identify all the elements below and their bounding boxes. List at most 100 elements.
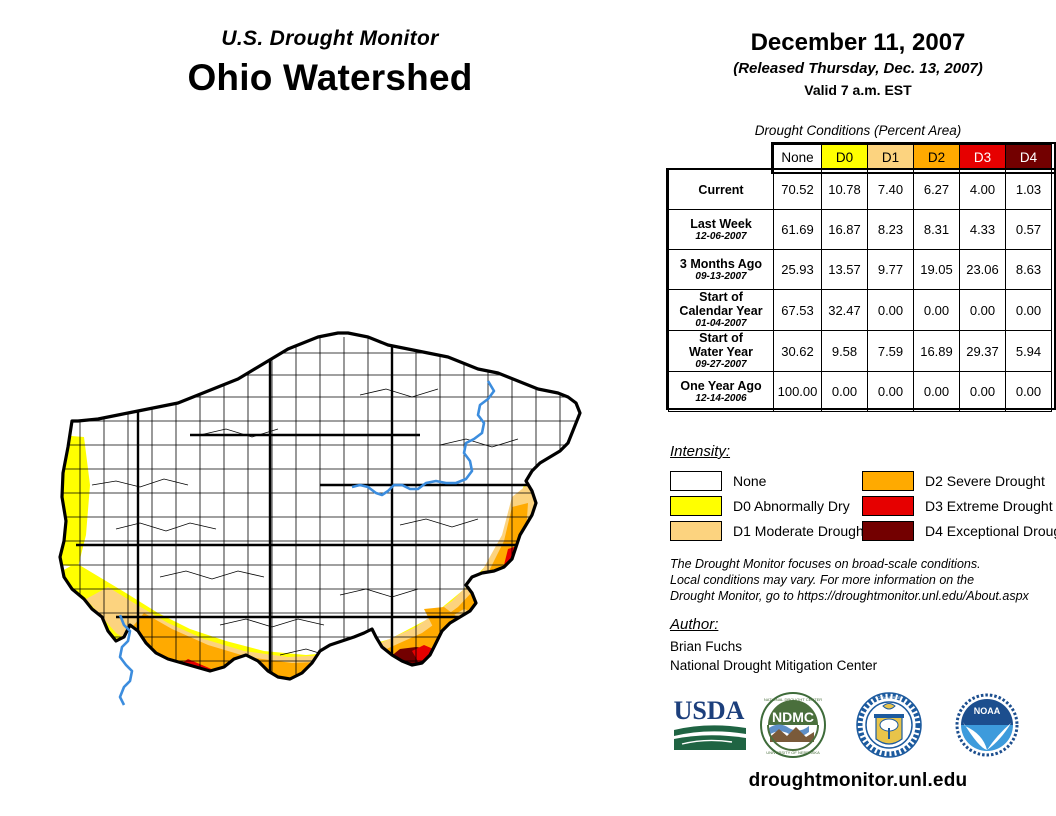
table-cell-d0: 9.58	[821, 330, 868, 372]
legend-swatch-none	[670, 470, 722, 491]
table-cell-d2: 6.27	[913, 169, 960, 210]
legend-swatch-d2	[862, 470, 914, 491]
table-cell-d0: 10.78	[821, 169, 868, 210]
disclaimer-text: The Drought Monitor focuses on broad-sca…	[670, 556, 1056, 604]
column-header-d0: D0	[821, 144, 868, 170]
river-wabash	[118, 614, 134, 706]
table-cell-d2: 0.00	[913, 289, 960, 331]
author-block: Brian Fuchs National Drought Mitigation …	[670, 637, 877, 675]
legend-column-left: None D0 Abnormally Dry D1 Moderate Drought	[670, 468, 868, 543]
table-cell-d4: 8.63	[1005, 249, 1052, 290]
legend-swatch-d0	[670, 495, 722, 516]
table-row: Start of Water Year 09-27-2007 30.62 9.58 7.5…	[668, 330, 1052, 372]
legend-swatch-d1	[670, 520, 722, 541]
column-header-d2: D2	[913, 144, 960, 170]
table-row: One Year Ago 12-14-2006 100.00 0.00 0.00 0.00…	[668, 371, 1052, 412]
table-row: 3 Months Ago 09-13-2007 25.93 13.57 9.77 19.0…	[668, 249, 1052, 290]
table-row-date: 12-06-2007	[695, 230, 747, 242]
table-cell-d4: 5.94	[1005, 330, 1052, 372]
legend-item-none: None	[670, 468, 860, 493]
table-cell-d2: 19.05	[913, 249, 960, 290]
author-organization: National Drought Mitigation Center	[670, 658, 878, 673]
d2-region	[124, 503, 528, 679]
table-cell-d4: 0.57	[1005, 209, 1052, 250]
legend-heading: Intensity:	[670, 443, 731, 460]
legend-item-d4: D4 Exceptional Drought	[862, 518, 1056, 543]
table-row: Last Week 12-06-2007 61.69 16.87 8.23 8.31 4.3…	[668, 209, 1052, 250]
table-row-label: One Year Ago 12-14-2006	[668, 371, 774, 412]
basin-outline-stroke	[58, 331, 582, 681]
svg-text:USDA: USDA	[674, 696, 745, 725]
table-row-label: Last Week 12-06-2007	[668, 209, 774, 250]
column-header-d4: D4	[1005, 144, 1052, 170]
column-header-d1: D1	[867, 144, 914, 170]
table-cell-d3: 4.33	[959, 209, 1006, 250]
legend-column-right: D2 Severe Drought D3 Extreme Drought D4 Ex…	[862, 468, 1056, 543]
river-lines	[118, 380, 496, 706]
table-caption: Drought Conditions (Percent Area)	[754, 123, 962, 138]
table-cell-d0: 16.87	[821, 209, 868, 250]
legend-label-d0: D0 Abnormally Dry	[733, 497, 850, 514]
us-commerce-logo: COMMERCE	[856, 692, 922, 758]
ohio-watershed-map-svg	[20, 185, 640, 725]
table-body: Current 70.52 10.78 7.40 6.27 4.00 1.03 Last We…	[668, 169, 1052, 412]
table-cell-none: 30.62	[773, 330, 822, 372]
table-cell-d0: 32.47	[821, 289, 868, 331]
disclaimer-line: Drought Monitor, go to https://droughtmo…	[670, 589, 1029, 603]
table-cell-d1: 8.23	[867, 209, 914, 250]
table-cell-d2: 8.31	[913, 209, 960, 250]
table-cell-d1: 9.77	[867, 249, 914, 290]
map-basin-group	[58, 331, 582, 706]
table-cell-d1: 0.00	[867, 371, 914, 412]
valid-time: Valid 7 a.m. EST	[804, 82, 912, 98]
valid-date: December 11, 2007	[750, 29, 966, 56]
disclaimer-line: Local conditions may vary. For more info…	[670, 573, 975, 587]
table-cell-d3: 0.00	[959, 371, 1006, 412]
website-url: droughtmonitor.unl.edu	[748, 770, 968, 791]
table-cell-d0: 0.00	[821, 371, 868, 412]
logo-row: USDA NDMC NATIONAL DROUGHT CENTER UNIVER…	[664, 692, 1056, 760]
table-cell-d3: 4.00	[959, 169, 1006, 210]
table-corner-cell	[669, 145, 774, 170]
legend-item-d2: D2 Severe Drought	[862, 468, 1052, 493]
page-title: Ohio Watershed	[187, 57, 473, 98]
table-row-date: 01-04-2007	[695, 318, 747, 329]
disclaimer-line: The Drought Monitor focuses on broad-sca…	[670, 557, 981, 571]
table-cell-d4: 0.00	[1005, 371, 1052, 412]
svg-text:NOAA: NOAA	[974, 706, 1001, 716]
svg-text:COMMERCE: COMMERCE	[877, 695, 901, 700]
table-cell-d1: 0.00	[867, 289, 914, 331]
table-row: Start of Calendar Year 01-04-2007 67.53 32.4…	[668, 289, 1052, 331]
legend-label-d3: D3 Extreme Drought	[925, 497, 1053, 514]
drought-map	[20, 185, 640, 725]
table-cell-d3: 29.37	[959, 330, 1006, 372]
table-row-label: Current	[668, 169, 774, 210]
table-row: Current 70.52 10.78 7.40 6.27 4.00 1.03	[668, 169, 1052, 210]
river-allegheny	[351, 380, 496, 497]
table-cell-d0: 13.57	[821, 249, 868, 290]
release-date: (Released Thursday, Dec. 13, 2007)	[733, 60, 983, 77]
legend-swatch-d3	[862, 495, 914, 516]
drought-conditions-table: None D0 D1 D2 D3 D4 Current 70.52 10.78 7.4…	[668, 144, 1052, 412]
date-header: December 11, 2007 (Released Thursday, De…	[660, 28, 1056, 100]
legend-item-d3: D3 Extreme Drought	[862, 493, 1053, 518]
table-cell-d1: 7.40	[867, 169, 914, 210]
author-heading: Author:	[670, 616, 719, 633]
table-cell-none: 100.00	[773, 371, 822, 412]
ndmc-logo: NDMC NATIONAL DROUGHT CENTER UNIVERSITY …	[760, 692, 826, 758]
legend-label-d1: D1 Moderate Drought	[733, 522, 868, 539]
table-row-label: Start of Calendar Year 01-04-2007	[668, 289, 774, 331]
table-cell-none: 25.93	[773, 249, 822, 290]
program-title: U.S. Drought Monitor	[221, 27, 439, 50]
legend-label-d2: D2 Severe Drought	[925, 472, 1045, 489]
table-cell-none: 61.69	[773, 209, 822, 250]
table-cell-d1: 7.59	[867, 330, 914, 372]
legend-item-d0: D0 Abnormally Dry	[670, 493, 860, 518]
table-cell-d4: 0.00	[1005, 289, 1052, 331]
title-block: U.S. Drought Monitor Ohio Watershed	[0, 26, 660, 102]
usda-logo: USDA	[674, 696, 746, 750]
table-row-date: 09-27-2007	[695, 359, 747, 370]
table-cell-d3: 0.00	[959, 289, 1006, 331]
author-name: Brian Fuchs	[670, 639, 743, 654]
table-cell-d4: 1.03	[1005, 169, 1052, 210]
